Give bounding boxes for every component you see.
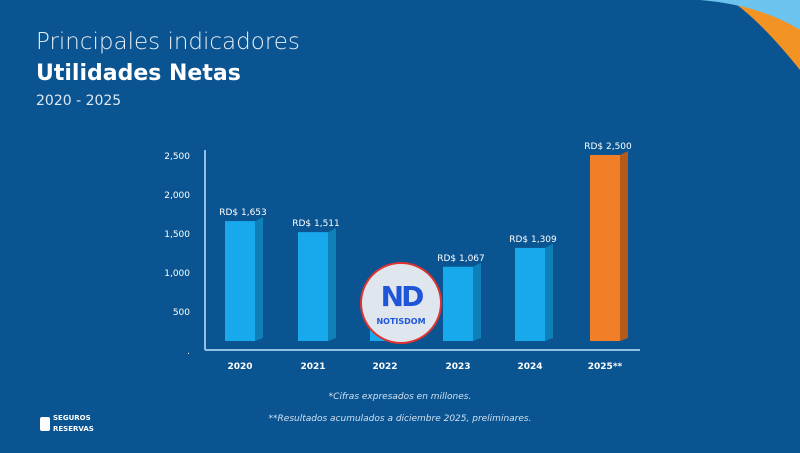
x-tick-label: 2021: [300, 362, 325, 372]
bar-2025: [590, 155, 620, 341]
bar-2024: [515, 247, 545, 341]
logo-line1: SEGUROS: [53, 414, 91, 422]
bar-side: [255, 217, 263, 341]
y-tick-label: 2,500: [164, 152, 190, 162]
bar-side: [620, 151, 628, 341]
bar-2023: [443, 266, 473, 341]
x-tick-label: 2025**: [588, 362, 623, 372]
x-tick-label: 2023: [445, 362, 470, 372]
logo-line2: RESERVAS: [53, 425, 94, 433]
note-millions: *Cifras expresados en millones.: [328, 392, 472, 402]
bar-side: [473, 262, 481, 341]
note-preliminary: **Resultados acumulados a diciembre 2025…: [268, 414, 532, 424]
page-subtitle: Utilidades Netas: [36, 61, 241, 86]
seguros-reservas-logo: SEGUROS RESERVAS: [40, 414, 94, 434]
notisdom-watermark: ND NOTISDOM: [360, 262, 442, 344]
bar-2020: [225, 221, 255, 341]
x-tick-label: 2020: [227, 362, 252, 372]
x-tick-label: 2022: [372, 362, 397, 372]
x-tick-label: 2024: [517, 362, 542, 372]
y-tick-label: .: [187, 347, 190, 357]
y-tick-label: 500: [173, 308, 190, 318]
blue-corner-accent: [700, 0, 800, 30]
bar-side: [328, 228, 336, 341]
data-label: RD$ 1,511: [292, 219, 340, 229]
data-label: RD$ 2,500: [584, 142, 632, 152]
y-tick-label: 1,000: [164, 269, 190, 279]
y-tick-label: 1,500: [164, 230, 190, 240]
watermark-text: NOTISDOM: [376, 316, 426, 326]
period-label: 2020 - 2025: [36, 93, 122, 109]
page-title: Principales indicadores: [36, 29, 300, 55]
y-tick-label: 2,000: [164, 191, 190, 201]
data-label: RD$ 1,309: [509, 235, 557, 245]
data-label: RD$ 1,067: [437, 254, 485, 264]
bar-side: [545, 243, 553, 341]
bar-2021: [298, 232, 328, 341]
logo-mark-icon: [40, 417, 50, 431]
data-label: RD$ 1,653: [219, 208, 267, 218]
watermark-mark: ND: [380, 279, 425, 313]
